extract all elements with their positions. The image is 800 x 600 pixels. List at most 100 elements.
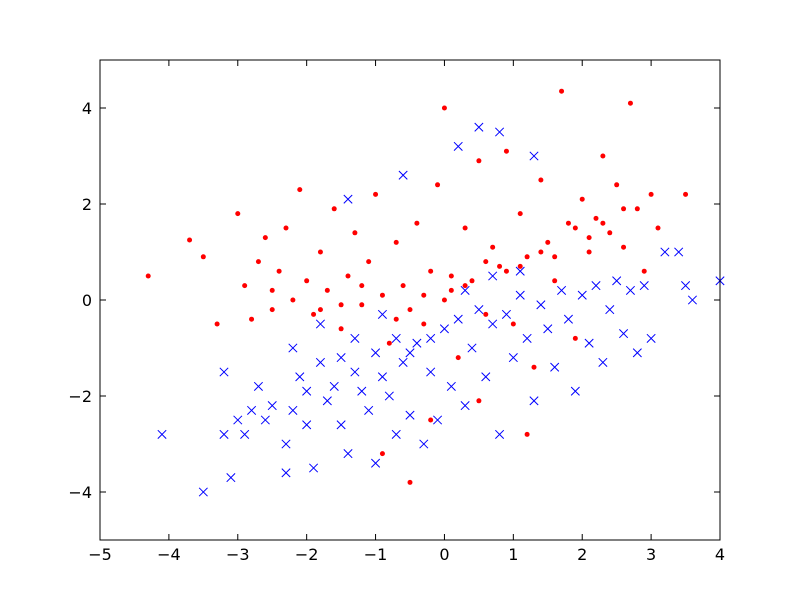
red-dot-point <box>324 287 330 293</box>
blue-x-point <box>550 362 560 372</box>
blue-x-point <box>508 353 518 363</box>
blue-x-point <box>660 247 670 257</box>
red-dot-point <box>200 254 206 260</box>
red-dot-point <box>503 268 509 274</box>
red-dot-point <box>490 244 496 250</box>
blue-x-point <box>295 372 305 382</box>
red-dot-point <box>627 100 633 106</box>
blue-x-point <box>391 333 401 343</box>
red-dot-point <box>476 398 482 404</box>
blue-x-point <box>350 367 360 377</box>
red-dot-point <box>359 302 365 308</box>
red-dot-point <box>483 311 489 317</box>
red-dot-point <box>407 307 413 313</box>
x-tick-label: −5 <box>88 545 112 564</box>
blue-x-point <box>302 420 312 430</box>
blue-x-point <box>488 271 498 281</box>
x-tick-label: 2 <box>577 545 587 564</box>
red-dot-point <box>552 254 558 260</box>
blue-x-point <box>219 429 229 439</box>
red-dot-point <box>373 191 379 197</box>
red-dot-point <box>462 283 468 289</box>
red-dot-point <box>483 259 489 265</box>
red-dot-point <box>435 182 441 188</box>
red-dot-point <box>607 230 613 236</box>
red-dot-point <box>497 263 503 269</box>
red-dot-point <box>269 287 275 293</box>
red-dot-point <box>538 177 544 183</box>
blue-x-point <box>460 401 470 411</box>
blue-x-point <box>315 319 325 329</box>
red-dot-point <box>634 206 640 212</box>
red-dot-point <box>359 283 365 289</box>
blue-x-point <box>433 415 443 425</box>
red-dot-point <box>393 239 399 245</box>
red-dot-point <box>648 191 654 197</box>
blue-x-point <box>309 463 319 473</box>
blue-x-point <box>591 281 601 291</box>
blue-x-point <box>240 429 250 439</box>
red-dot-point <box>565 220 571 226</box>
red-dot-point <box>311 311 317 317</box>
y-tick-label: 0 <box>82 291 92 310</box>
blue-x-point <box>474 122 484 132</box>
red-dot-point <box>214 321 220 327</box>
blue-x-point <box>322 396 332 406</box>
red-dot-point <box>476 158 482 164</box>
red-dot-point <box>552 278 558 284</box>
x-tick-label: −4 <box>157 545 181 564</box>
red-dot-point <box>290 297 296 303</box>
red-dot-point <box>614 182 620 188</box>
x-tick-label: 1 <box>508 545 518 564</box>
blue-x-point <box>343 449 353 459</box>
blue-x-point <box>336 420 346 430</box>
red-dot-point <box>317 307 323 313</box>
red-dot-point <box>572 335 578 341</box>
blue-x-point <box>495 429 505 439</box>
red-dot-point <box>621 244 627 250</box>
red-dot-point <box>641 268 647 274</box>
blue-x-point <box>350 333 360 343</box>
blue-x-point <box>529 396 539 406</box>
red-dot-point <box>338 302 344 308</box>
blue-x-point <box>619 329 629 339</box>
red-dot-point <box>386 340 392 346</box>
blue-x-point <box>467 343 477 353</box>
blue-x-point <box>446 381 456 391</box>
red-dot-point <box>621 206 627 212</box>
blue-x-point <box>357 386 367 396</box>
x-tick-label: 0 <box>439 545 449 564</box>
red-dot-point <box>393 316 399 322</box>
red-dot-point <box>145 273 151 279</box>
blue-x-point <box>391 429 401 439</box>
blue-x-point <box>281 439 291 449</box>
red-dot-point <box>379 292 385 298</box>
blue-x-point <box>405 410 415 420</box>
red-dot-point <box>304 278 310 284</box>
blue-x-point <box>557 285 567 295</box>
y-tick-label: 4 <box>82 99 92 118</box>
red-dot-point <box>593 215 599 221</box>
blue-x-point <box>577 290 587 300</box>
red-dot-point <box>524 431 530 437</box>
red-dot-point <box>655 225 661 231</box>
red-dot-point <box>586 235 592 241</box>
x-axis: −5 −4 −3 −2 −1 0 1 2 3 4 <box>88 60 725 564</box>
red-dot-point <box>538 249 544 255</box>
red-dot-point <box>187 237 193 243</box>
red-dot-point <box>366 259 372 265</box>
blue-x-point <box>371 348 381 358</box>
red-dot-point <box>600 153 606 159</box>
red-dot-point <box>441 297 447 303</box>
red-dot-point <box>469 278 475 284</box>
blue-x-point <box>598 357 608 367</box>
blue-x-point <box>488 319 498 329</box>
red-dot-point <box>455 355 461 361</box>
blue-x-point <box>315 357 325 367</box>
red-dot-point <box>421 292 427 298</box>
blue-x-point <box>253 381 263 391</box>
blue-x-point <box>426 367 436 377</box>
blue-x-point <box>474 305 484 315</box>
red-dot-point <box>283 225 289 231</box>
